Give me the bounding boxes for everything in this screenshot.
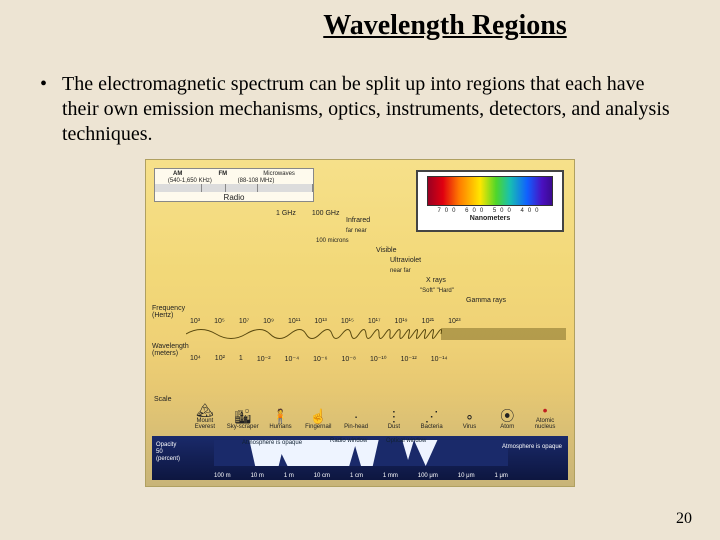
uv-label: Ultraviolet (390, 256, 506, 266)
bullet-text: The electromagnetic spectrum can be spli… (62, 72, 680, 147)
ghz-labels: 1 GHz 100 GHz (276, 210, 339, 217)
bullet-block: • The electromagnetic spectrum can be sp… (0, 42, 720, 157)
scale-bacteria: ⋰Bacteria (413, 408, 451, 430)
scale-icons-row: 🏔Mount Everest 🏙Sky-scraper 🧍Humans ☝Fin… (186, 370, 564, 430)
gamma-label: Gamma rays (466, 296, 506, 306)
scale-humans: 🧍Humans (262, 408, 300, 430)
radio-label: Radio (155, 193, 313, 202)
spectrum-gradient (427, 176, 553, 206)
fm-label: FM (218, 171, 227, 177)
scale-dust: ⋮Dust (375, 408, 413, 430)
am-label: AM (173, 171, 182, 177)
page-number: 20 (676, 510, 692, 528)
opacity-y-label: Opacity 50 (percent) (156, 442, 180, 463)
opaque-label-2: Atmosphere is opaque (502, 444, 562, 450)
scale-fingernail: ☝Fingernail (299, 408, 337, 430)
scale-nucleus: •Atomic nucleus (526, 402, 564, 430)
spectrum-ticks: 700 600 500 400 (437, 208, 542, 214)
opaque-label-1: Atmosphere is opaque (242, 440, 302, 446)
opacity-panel: Opacity 50 (percent) Atmosphere is opaqu… (152, 436, 568, 480)
wavelength-values: 10⁴ 10² 1 10⁻² 10⁻⁴ 10⁻⁶ 10⁻⁸ 10⁻¹⁰ 10⁻¹… (190, 355, 448, 363)
bullet-mark: • (40, 72, 62, 147)
frequency-axis-label: Frequency (Hertz) (152, 305, 192, 319)
infrared-label: Infrared (346, 216, 506, 226)
infrared-sub: far near (346, 226, 506, 236)
page-title: Wavelength Regions (0, 0, 720, 42)
opacity-xticks: 100 m 10 m 1 m 10 cm 1 cm 1 mm 100 μm 10… (214, 473, 508, 479)
scale-atom: ⦿Atom (488, 408, 526, 430)
xrays-sub: "Soft" "Hard" (420, 286, 506, 296)
radio-window-label: Radio window (330, 438, 367, 444)
xrays-label: X rays (426, 276, 506, 286)
wave-illustration (186, 325, 566, 343)
em-spectrum-figure: AM FM Microwaves (540-1,650 KHz) (88-108… (145, 159, 575, 487)
scale-label: Scale (154, 396, 172, 403)
microwaves-label: Microwaves (263, 171, 295, 177)
ghz-100: 100 GHz (312, 210, 340, 217)
scale-pinhead: ·Pin-head (337, 408, 375, 430)
optical-window-label: Optical window (386, 438, 426, 444)
scale-skyscraper: 🏙Sky-scraper (224, 408, 262, 430)
visible-label: Visible (376, 246, 506, 256)
scale-virus: ∘Virus (451, 408, 489, 430)
scale-everest: 🏔Mount Everest (186, 402, 224, 430)
region-labels: Infrared far near 100 microns Visible Ul… (346, 216, 506, 306)
uv-sub: near far (390, 266, 506, 276)
frequency-values: 10³ 10⁵ 10⁷ 10⁹ 10¹¹ 10¹³ 10¹⁵ 10¹⁷ 10¹⁹… (190, 318, 461, 325)
microns-label: 100 microns (316, 236, 506, 246)
radio-bands-box: AM FM Microwaves (540-1,650 KHz) (88-108… (154, 168, 314, 202)
ghz-1: 1 GHz (276, 210, 296, 217)
